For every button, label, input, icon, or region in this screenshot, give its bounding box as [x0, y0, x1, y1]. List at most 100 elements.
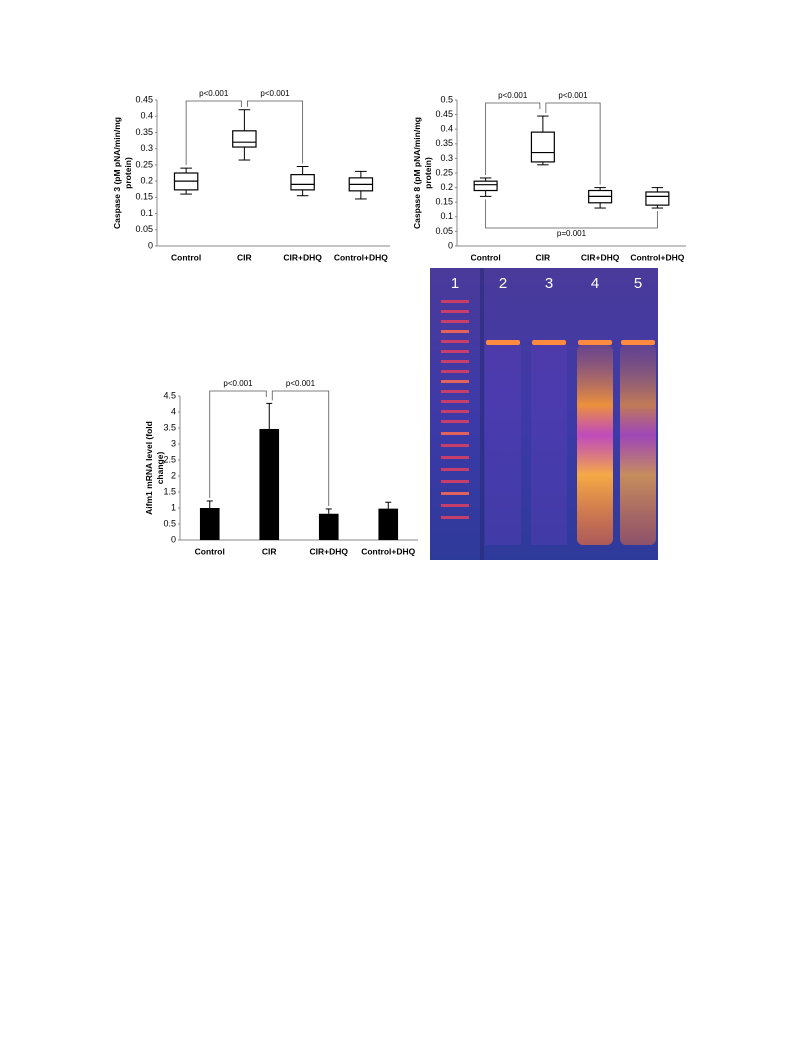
y-tick-label: 0.5: [163, 518, 176, 528]
box: [290, 174, 315, 191]
x-tick-label: Control+DHQ: [361, 546, 415, 556]
y-tick-label: 0.2: [140, 175, 153, 185]
ladder-band: [441, 468, 469, 471]
bar: [259, 428, 280, 540]
lane-glow: [531, 345, 567, 545]
y-tick-label: 0.5: [440, 94, 453, 104]
y-tick-label: 0.15: [135, 192, 153, 202]
y-tick-label: 0.2: [440, 182, 453, 192]
ladder-band: [441, 456, 469, 459]
ladder-band: [441, 360, 469, 363]
y-tick-label: 0.1: [440, 211, 453, 221]
y-tick-label: 0.05: [135, 224, 153, 234]
x-tick-label: CIR+DHQ: [581, 252, 620, 262]
ladder-band: [441, 492, 469, 495]
annotation: p<0.001: [260, 89, 290, 98]
y-label-line: change): [155, 452, 165, 485]
x-tick-label: Control+DHQ: [334, 252, 388, 262]
y-tick-label: 0.3: [440, 153, 453, 163]
annotation: p=0.001: [557, 229, 587, 238]
bracket: [545, 102, 601, 185]
y-tick-label: 0.4: [140, 111, 153, 121]
y-label-line: protein): [123, 157, 133, 189]
annotation: p<0.001: [223, 379, 253, 388]
y-tick-label: 0.35: [135, 127, 153, 137]
bracket: [209, 390, 267, 498]
annotation: p<0.001: [498, 91, 528, 100]
lane-label: 2: [499, 275, 507, 292]
y-tick-label: 0.1: [140, 208, 153, 218]
bracket: [485, 102, 541, 175]
y-label-line: Aifm1 mRNA level (fold: [144, 421, 154, 515]
box: [645, 191, 670, 206]
dna-smear: [577, 345, 613, 545]
y-tick-label: 4: [171, 406, 176, 416]
y-tick-label: 1: [171, 502, 176, 512]
box: [530, 131, 555, 163]
ladder-band: [441, 480, 469, 483]
y-tick-label: 4.5: [163, 390, 176, 400]
y-tick-label: 0.4: [440, 124, 453, 134]
ladder-band: [441, 350, 469, 353]
ladder-band: [441, 310, 469, 313]
x-tick-label: Control: [171, 252, 201, 262]
y-tick-label: 0: [448, 240, 453, 250]
gel-well-band: [621, 340, 655, 345]
y-axis-label: Caspase 8 (pM pNA/min/mgprotein): [412, 117, 433, 229]
y-tick-label: 0.25: [435, 167, 453, 177]
y-tick-label: 2.5: [163, 454, 176, 464]
box: [232, 130, 257, 148]
y-tick-label: 0: [171, 534, 176, 544]
y-tick-label: 0.25: [135, 159, 153, 169]
ladder-band: [441, 444, 469, 447]
ladder-band: [441, 380, 469, 383]
ladder-band: [441, 516, 469, 519]
bar: [318, 513, 339, 540]
lane-label: 5: [634, 275, 642, 292]
ladder-band: [441, 370, 469, 373]
x-tick-label: Control: [471, 252, 501, 262]
x-tick-label: CIR: [237, 252, 252, 262]
gel-well-band: [486, 340, 520, 345]
ladder-band: [441, 340, 469, 343]
lane-label: 3: [545, 275, 553, 292]
gel-lane-divider: [480, 268, 484, 560]
y-tick-label: 1.5: [163, 486, 176, 496]
y-tick-label: 0: [148, 240, 153, 250]
y-tick-label: 0.35: [435, 138, 453, 148]
ladder-band: [441, 432, 469, 435]
gel-well-band: [532, 340, 566, 345]
x-tick-label: Control: [195, 546, 225, 556]
y-label-line: Caspase 8 (pM pNA/min/mg: [412, 117, 422, 229]
bracket: [246, 100, 304, 164]
ladder-band: [441, 400, 469, 403]
bracket: [485, 199, 658, 229]
ladder-band: [441, 504, 469, 507]
y-axis-label: Caspase 3 (pM pNA/min/mgprotein): [112, 117, 133, 229]
x-tick-label: CIR+DHQ: [283, 252, 322, 262]
lane-glow: [485, 345, 521, 545]
y-tick-label: 2: [171, 470, 176, 480]
y-tick-label: 0.3: [140, 143, 153, 153]
annotation: p<0.001: [199, 89, 229, 98]
box: [473, 180, 498, 192]
ladder-band: [441, 330, 469, 333]
ladder-band: [441, 420, 469, 423]
y-label-line: protein): [423, 157, 433, 189]
gel-well-band: [578, 340, 612, 345]
lane-label: 4: [591, 275, 599, 292]
y-tick-label: 3.5: [163, 422, 176, 432]
x-tick-label: CIR: [536, 252, 551, 262]
x-tick-label: CIR: [262, 546, 277, 556]
x-tick-label: CIR+DHQ: [310, 546, 349, 556]
ladder-band: [441, 390, 469, 393]
y-tick-label: 0.15: [435, 197, 453, 207]
x-tick-label: Control+DHQ: [630, 252, 684, 262]
ladder-band: [441, 410, 469, 413]
y-tick-label: 0.45: [135, 94, 153, 104]
bracket: [271, 390, 330, 506]
y-tick-label: 3: [171, 438, 176, 448]
annotation: p<0.001: [286, 379, 316, 388]
bar: [199, 508, 220, 540]
